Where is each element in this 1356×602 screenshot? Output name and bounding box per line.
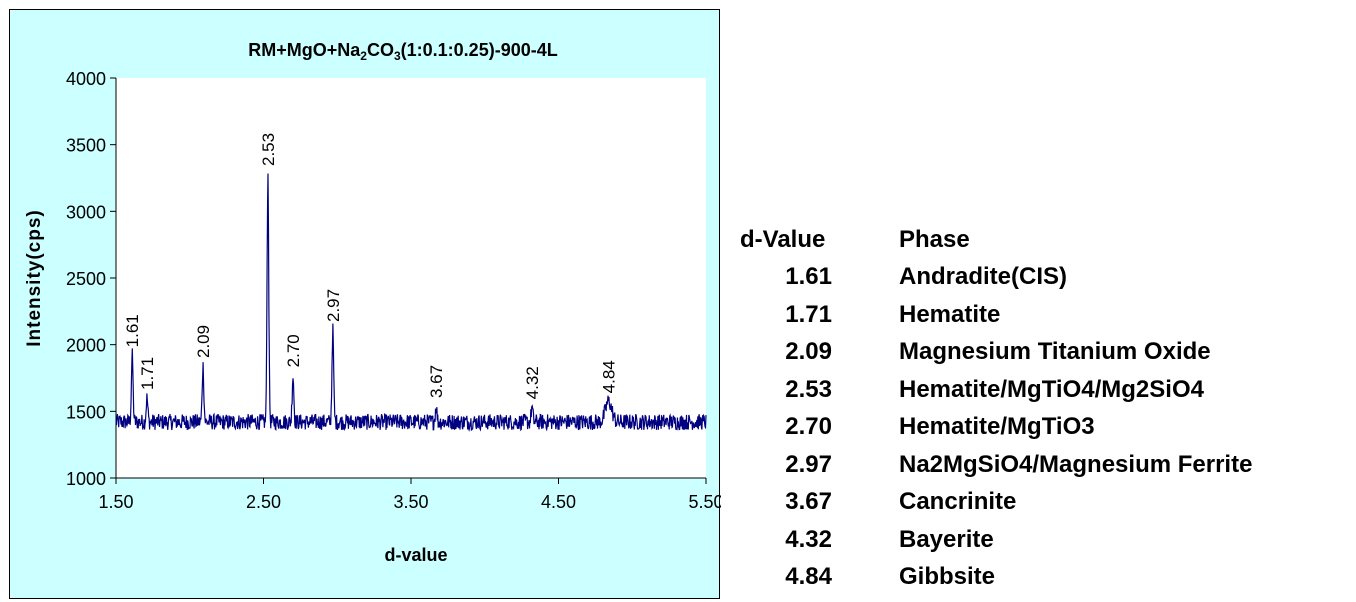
cell-phase: Hematite/MgTiO3 — [899, 413, 1095, 440]
x-tick-label: 4.50 — [541, 492, 576, 512]
peak-label: 2.53 — [259, 133, 278, 166]
chart-title: RM+MgO+Na2CO3(1:0.1:0.25)-900-4L — [248, 40, 557, 63]
y-axis-label: Intensity(cps) — [24, 209, 45, 347]
peak-label: 2.09 — [194, 325, 213, 358]
x-tick-label: 2.50 — [246, 492, 281, 512]
cell-phase: Hematite/MgTiO4/Mg2SiO4 — [899, 375, 1204, 403]
x-tick-label: 1.50 — [98, 492, 133, 512]
cell-phase: Bayerite — [899, 525, 994, 553]
peak-label: 1.71 — [138, 357, 157, 390]
cell-phase: Cancrinite — [899, 488, 1017, 515]
y-tick-label: 1000 — [66, 469, 106, 489]
cell-d-value: 2.70 — [785, 413, 832, 440]
series-line — [115, 173, 707, 433]
cell-d-value: 1.61 — [785, 263, 832, 290]
peak-label: 3.67 — [427, 365, 446, 398]
xrd-chart: RM+MgO+Na2CO3(1:0.1:0.25)-900-4L 1000 1500… — [24, 40, 721, 565]
chart-title-part: RM+MgO+Na — [248, 40, 361, 60]
cell-phase: Gibbsite — [899, 563, 996, 590]
peak-label: 2.70 — [284, 334, 303, 367]
cell-d-value: 4.32 — [785, 525, 832, 553]
y-tick-label: 4000 — [66, 69, 106, 89]
x-axis-label: d-value — [384, 545, 447, 565]
chart-title-part: (1:0.1:0.25)-900-4L — [401, 40, 558, 60]
y-tick-label: 3500 — [66, 136, 106, 156]
peak-label: 4.32 — [523, 366, 542, 399]
chart-title-part: 2 — [360, 49, 367, 63]
chart-title-part: 3 — [394, 49, 401, 63]
cell-phase: Magnesium Titanium Oxide — [899, 338, 1211, 365]
cell-phase: Andradite(CIS) — [899, 263, 1067, 290]
peak-label: 4.84 — [600, 360, 619, 393]
cell-d-value: 2.09 — [785, 338, 832, 365]
peak-label: 1.61 — [123, 314, 142, 347]
cell-d-value: 2.53 — [785, 375, 832, 403]
header-phase: Phase — [899, 226, 970, 253]
y-tick-label: 2000 — [66, 336, 106, 356]
x-tick-label: 5.50 — [688, 492, 721, 512]
y-tick-label: 2500 — [66, 269, 106, 289]
peak-label: 2.97 — [324, 289, 343, 322]
cell-d-value: 2.97 — [785, 450, 832, 478]
cell-phase: Na2MgSiO4/Magnesium Ferrite — [899, 450, 1253, 478]
cell-d-value: 1.71 — [785, 300, 832, 328]
chart-area: RM+MgO+Na2CO3(1:0.1:0.25)-900-4L 1000 1500… — [9, 9, 721, 599]
cell-phase: Hematite — [899, 300, 1001, 328]
y-tick-label: 3000 — [66, 202, 106, 222]
cell-d-value: 4.84 — [785, 563, 832, 590]
header-d-value: d-Value — [740, 226, 826, 253]
x-tick-label: 3.50 — [393, 492, 428, 512]
chart-title-part: CO — [367, 40, 394, 60]
plot-area — [116, 78, 706, 478]
y-tick-label: 1500 — [66, 402, 106, 422]
cell-d-value: 3.67 — [785, 488, 832, 515]
